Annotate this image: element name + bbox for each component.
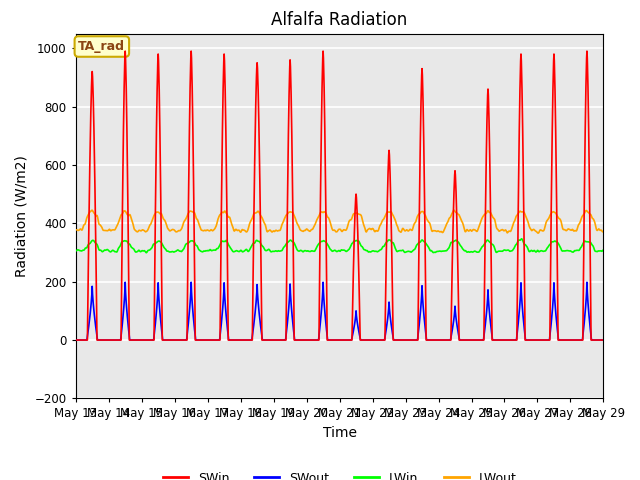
Y-axis label: Radiation (W/m2): Radiation (W/m2) [15,155,29,277]
Title: Alfalfa Radiation: Alfalfa Radiation [271,11,408,29]
Text: TA_rad: TA_rad [78,40,125,53]
Legend: SWin, SWout, LWin, LWout: SWin, SWout, LWin, LWout [157,467,522,480]
X-axis label: Time: Time [323,426,356,440]
